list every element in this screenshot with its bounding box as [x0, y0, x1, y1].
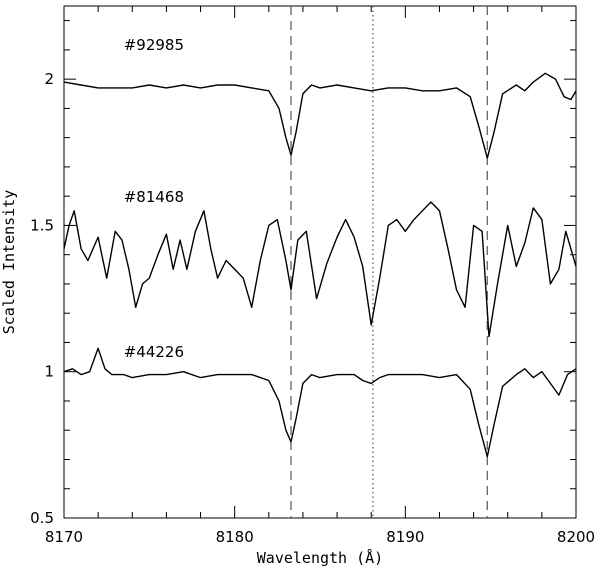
spectrum-labels: #92985 #81468 #44226	[124, 36, 184, 361]
x-tick-label: 8180	[216, 528, 254, 546]
reference-lines	[290, 6, 488, 518]
x-tick-label: 8200	[557, 528, 595, 546]
spectrum-label-2: #44226	[124, 343, 184, 361]
x-axis-title: Wavelength (Å)	[257, 548, 383, 567]
plot-frame	[63, 5, 577, 519]
spectrum-label-1: #81468	[124, 188, 184, 206]
spectrum-label-0: #92985	[124, 36, 184, 54]
y-tick-label: 1	[44, 363, 54, 381]
spectrum-line-1	[63, 201, 577, 338]
x-tick-label: 8170	[45, 528, 83, 546]
spectrum-lines	[63, 72, 577, 458]
y-axis-title: Scaled Intensity	[0, 190, 18, 335]
spectrum-line-0	[63, 72, 577, 159]
x-tick-label: 8190	[386, 528, 424, 546]
spectrum-line-2	[63, 347, 577, 458]
y-tick-label: 2	[44, 70, 54, 88]
y-tick-label: 1.5	[30, 216, 54, 234]
axis-tick-labels: 8170 8180 8190 8200 0.5 1 1.5 2	[30, 70, 595, 546]
axis-ticks	[63, 6, 577, 519]
y-tick-label: 0.5	[30, 509, 54, 527]
